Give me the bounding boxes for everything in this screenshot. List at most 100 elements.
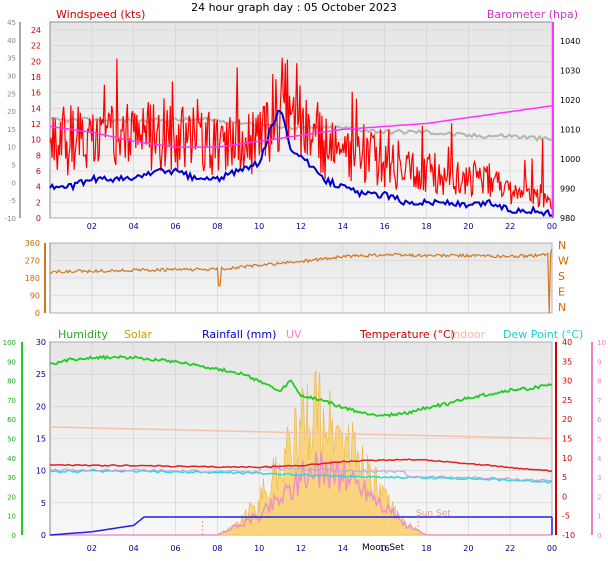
humidity-tick-label: 0 [12,532,16,540]
uv-tick-label: 4 [597,455,602,463]
barometer-tick-label: 1020 [560,96,580,105]
x-tick-label: 10 [254,222,264,231]
direction-tick-label: 0 [35,309,40,318]
humidity-tick-label: 100 [3,339,16,347]
humidity-tick-label: 70 [7,397,16,405]
barometer-tick-label: 1000 [560,155,580,164]
uv-tick-label: 9 [597,358,601,366]
outer-tick-label: 40 [7,37,16,45]
series-dewpoint-companion [49,465,553,482]
outer-tick-label: 5 [12,162,16,170]
windspeed-tick-label: 16 [31,89,41,98]
outer-tick-label: 20 [7,108,16,116]
x-tick-label: 08 [212,544,222,553]
windspeed-tick-label: 20 [31,57,41,66]
x-tick-label: 10 [254,544,264,553]
direction-tick-label: 360 [25,239,40,248]
temperature-tick-label: 30 [562,377,572,386]
humidity-tick-label: 60 [7,416,16,424]
outer-tick-label: -5 [9,197,16,205]
moonset-label: Moon Set [362,543,405,553]
x-tick-label: 12 [296,222,306,231]
series-temperature [49,458,553,473]
barometer-axis-title: Barometer (hpa) [487,8,578,21]
temperature-tick-label: 20 [562,415,572,424]
windspeed-tick-label: 4 [36,183,41,192]
dewpoint-label: Dew Point (°C) [503,328,583,341]
graph-title: 24 hour graph day : 05 October 2023 [191,1,397,14]
windspeed-tick-label: 22 [31,42,41,51]
outer-tick-label: 30 [7,72,16,80]
compass-label: N [558,239,566,252]
x-tick-label: 04 [129,544,139,553]
series-uv [50,451,552,536]
temperature-tick-label: 35 [562,357,572,366]
humidity-tick-label: 20 [7,493,16,501]
humidity-tick-label: 40 [7,455,16,463]
windspeed-tick-label: 0 [36,214,41,223]
series-dewpoint [49,469,553,484]
indoor-label: Indoor [450,328,486,341]
outer-tick-label: 10 [7,144,16,152]
x-tick-label: 02 [87,222,97,231]
direction-panel-grid [50,242,553,314]
series-wind-direction [49,248,553,314]
x-tick-label: 04 [129,222,139,231]
uv-label: UV [286,328,302,341]
series-indoor [49,426,553,440]
compass-label: N [558,301,566,314]
uv-tick-label: 10 [597,339,606,347]
compass-label: S [558,270,565,283]
x-tick-label: 14 [338,544,348,553]
humidity-label: Humidity [58,328,108,341]
uv-tick-label: 5 [597,436,601,444]
humidity-tick-label: 50 [7,436,16,444]
barometer-tick-label: 980 [560,214,575,223]
direction-tick-label: 90 [30,292,40,301]
outer-tick-label: 0 [12,179,16,187]
uv-tick-label: 0 [597,532,601,540]
barometer-tick-label: 1040 [560,37,580,46]
x-tick-label: 00 [547,544,557,553]
direction-tick-label: 270 [25,257,40,266]
temperature-tick-label: 25 [562,396,572,405]
uv-tick-label: 2 [597,493,601,501]
series-barometer [49,105,553,148]
solar-label: Solar [124,328,153,341]
temperature-tick-label: 10 [562,454,572,463]
x-tick-label: 08 [212,222,222,231]
x-tick-label: 14 [338,222,348,231]
temperature-tick-label: 0 [562,492,567,501]
humidity-tick-label: 80 [7,378,16,386]
windspeed-tick-label: 6 [36,167,41,176]
rainfall-tick-label: 10 [36,467,46,476]
uv-tick-label: 6 [597,416,602,424]
x-tick-label: 06 [170,544,180,553]
temperature-tick-label: 5 [562,473,567,482]
windspeed-tick-label: 14 [31,104,41,113]
temperature-label: Temperature (°C) [359,328,455,341]
x-tick-label: 02 [87,544,97,553]
series-humidity [49,354,553,418]
temperature-tick-label: 15 [562,435,572,444]
wind-panel-series [49,57,553,217]
uv-tick-label: 3 [597,474,601,482]
windspeed-tick-label: 18 [31,73,41,82]
windspeed-tick-label: 24 [31,26,41,35]
outer-tick-label: 15 [7,126,16,134]
outer-tick-label: 35 [7,55,16,63]
rainfall-tick-label: 25 [36,370,46,379]
x-tick-label: 22 [505,222,515,231]
temperature-panel-series [49,354,553,536]
uv-tick-label: 7 [597,397,601,405]
temperature-tick-label: -5 [562,512,570,521]
barometer-tick-label: 1030 [560,66,580,75]
humidity-tick-label: 30 [7,474,16,482]
x-tick-label: 16 [380,544,390,553]
rainfall-tick-label: 0 [41,531,46,540]
humidity-tick-label: 10 [7,513,16,521]
rainfall-tick-label: 5 [41,499,46,508]
rainfall-tick-label: 30 [36,338,46,347]
